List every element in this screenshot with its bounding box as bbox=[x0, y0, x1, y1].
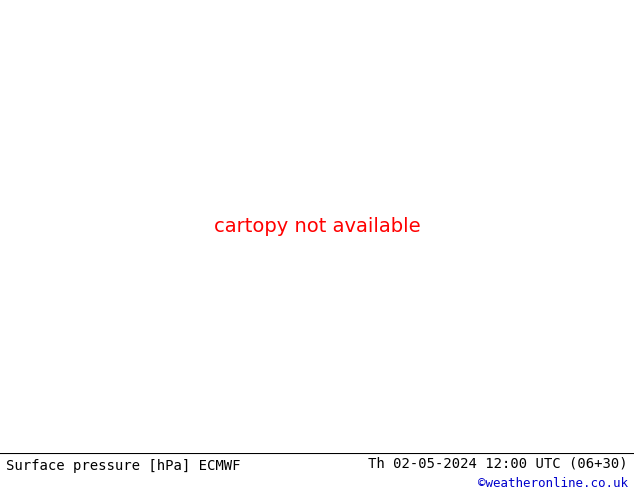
Text: Th 02-05-2024 12:00 UTC (06+30): Th 02-05-2024 12:00 UTC (06+30) bbox=[368, 456, 628, 470]
Text: Surface pressure [hPa] ECMWF: Surface pressure [hPa] ECMWF bbox=[6, 459, 241, 473]
Text: ©weatheronline.co.uk: ©weatheronline.co.uk bbox=[477, 477, 628, 490]
Text: cartopy not available: cartopy not available bbox=[214, 217, 420, 236]
